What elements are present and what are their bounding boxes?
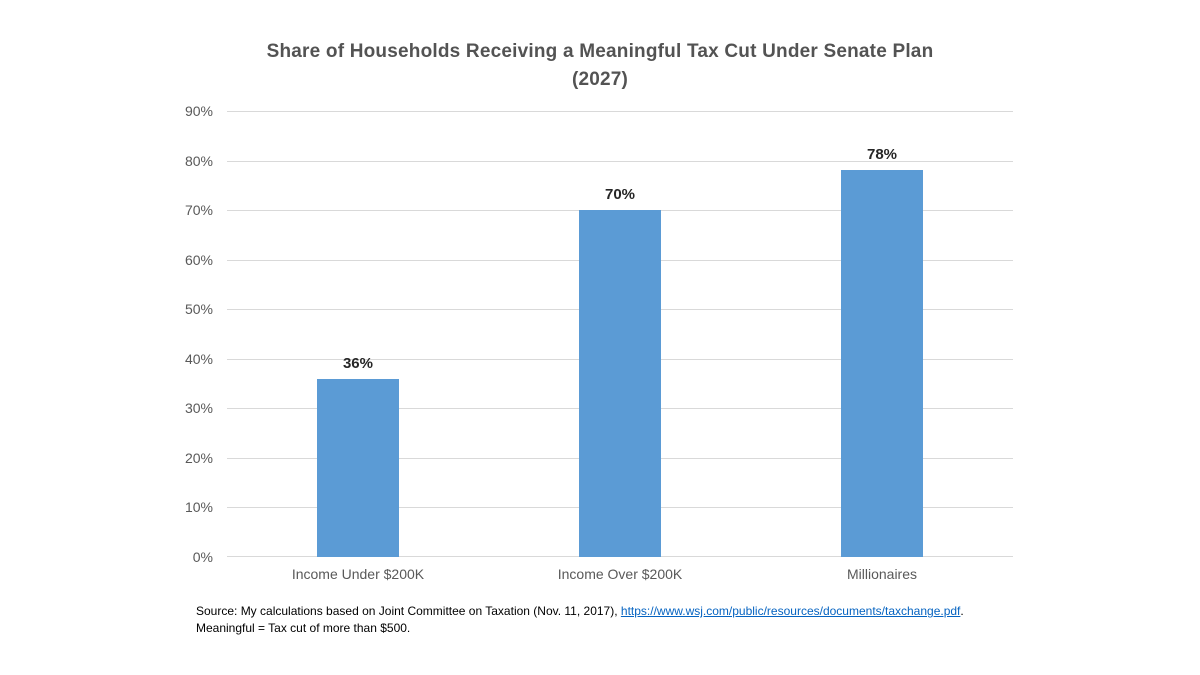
source-text: Source: My calculations based on Joint C… bbox=[196, 604, 621, 618]
y-tick-label: 30% bbox=[184, 400, 213, 417]
y-tick-label: 90% bbox=[184, 103, 213, 119]
y-tick-label: 0% bbox=[192, 549, 213, 565]
gridline bbox=[227, 111, 1013, 112]
y-tick-label: 40% bbox=[184, 350, 213, 367]
y-tick-label: 60% bbox=[184, 251, 213, 268]
bar-3: 78% bbox=[841, 146, 923, 557]
bar-fill bbox=[316, 378, 399, 557]
bar-fill bbox=[579, 210, 661, 557]
source-link[interactable]: https://www.wsj.com/public/resources/doc… bbox=[620, 604, 961, 618]
gridline bbox=[227, 160, 1013, 162]
y-axis: 0% 10% 20% 30% 40% 50% 60% 70% 80% 90% bbox=[0, 103, 213, 565]
chart-title-line-2: (2027) bbox=[571, 69, 629, 90]
chart-title: Share of Households Receiving a Meaningf… bbox=[0, 38, 1200, 94]
category-label: Millionaires bbox=[846, 566, 918, 582]
source-note: Source: My calculations based on Joint C… bbox=[196, 603, 1140, 637]
bar-2: 70% bbox=[579, 186, 661, 557]
y-tick-label: 80% bbox=[184, 152, 213, 169]
x-axis: Income Under $200K Income Over $200K Milli… bbox=[227, 566, 1013, 590]
data-label: 70% bbox=[604, 186, 636, 204]
category-label: Income Under $200K bbox=[291, 566, 425, 582]
data-label: 36% bbox=[342, 354, 373, 372]
y-tick-label: 20% bbox=[184, 449, 213, 466]
source-text-suffix: . bbox=[960, 604, 964, 618]
y-tick-label: 70% bbox=[184, 202, 213, 219]
y-tick-label: 10% bbox=[184, 499, 213, 516]
category-label: Income Over $200K bbox=[557, 566, 683, 582]
chart-title-line-1: Share of Households Receiving a Meaningf… bbox=[266, 41, 934, 62]
y-tick-label: 50% bbox=[184, 301, 213, 318]
source-note-line-1: Source: My calculations based on Joint C… bbox=[196, 603, 1140, 620]
bar-1: 36% bbox=[316, 355, 399, 557]
data-label: 78% bbox=[866, 146, 898, 164]
plot-area: 36% 70% 78% bbox=[227, 111, 1013, 557]
source-note-line-2: Meaningful = Tax cut of more than $500. bbox=[196, 621, 411, 635]
bar-fill bbox=[841, 170, 923, 557]
